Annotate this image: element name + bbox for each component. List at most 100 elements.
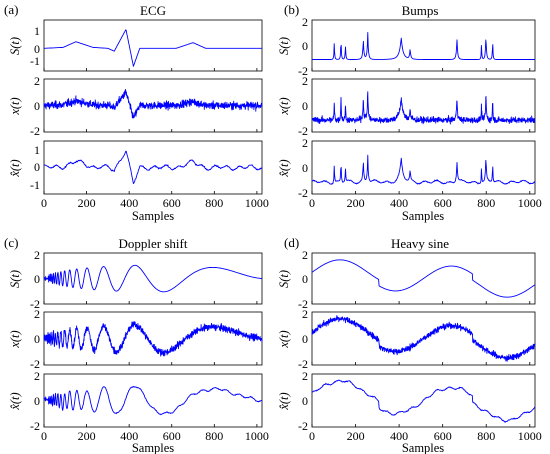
axes-frame — [311, 311, 536, 366]
series-line — [311, 91, 536, 125]
series-line — [43, 88, 263, 119]
y-tick-label: 2 — [302, 369, 308, 383]
x-tick-label: 800 — [205, 429, 223, 443]
y-tick-label: 2 — [34, 307, 40, 321]
x-tick-label: 1000 — [518, 196, 542, 210]
y-axis-label: S(t) — [277, 37, 291, 55]
x-tick-label: 200 — [78, 429, 96, 443]
x-axis: 0 200 400 600 800 1000 Samples — [309, 429, 542, 454]
subplot-denoised: x̂(t) -1 0 1 — [8, 140, 263, 195]
y-tick-label: 1 — [34, 24, 40, 38]
x-tick-label: 600 — [434, 196, 452, 210]
y-axis-label: x̂(t) — [8, 392, 22, 410]
y-tick-label: -1 — [30, 54, 40, 68]
panel-label: (d) — [284, 235, 299, 250]
x-axis-label: Samples — [402, 209, 444, 223]
y-tick-label: 0 — [34, 160, 40, 174]
x-axis: 0 200 400 600 800 1000 Samples — [41, 196, 269, 223]
series-line — [311, 315, 536, 362]
x-tick-label: 200 — [347, 196, 365, 210]
panel-label: (a) — [4, 2, 18, 17]
x-axis-label: Samples — [132, 209, 174, 223]
x-tick-label: 0 — [309, 196, 315, 210]
y-tick-label: -2 — [298, 64, 308, 78]
series-line — [43, 150, 263, 185]
y-tick-label: 0 — [302, 394, 308, 408]
x-tick-label: 800 — [477, 196, 495, 210]
y-tick-label: 2 — [34, 248, 40, 262]
y-tick-label: 2 — [302, 248, 308, 262]
subplot-noisy: x(t) -2 0 2 — [277, 307, 536, 371]
x-axis: 0 200 400 600 800 1000 Samples — [41, 429, 269, 454]
x-tick-label: 0 — [41, 196, 47, 210]
subplot-clean: S(t) -1 0 1 — [8, 19, 263, 72]
series-line — [43, 386, 263, 416]
axes-frame — [43, 252, 263, 305]
y-axis-label: x(t) — [277, 330, 291, 348]
subplot-clean: S(t) -2 0 2 — [277, 15, 536, 78]
y-tick-label: 2 — [34, 74, 40, 88]
x-axis: 0 200 400 600 800 1000 Samples — [309, 196, 542, 223]
y-tick-label: -2 — [30, 124, 40, 138]
y-axis-label: x̂(t) — [277, 159, 291, 177]
x-tick-label: 0 — [41, 429, 47, 443]
panel-title: Doppler shift — [119, 236, 188, 251]
subplot-noisy: x(t) -2 0 2 — [8, 307, 263, 371]
x-axis-label: Samples — [132, 441, 174, 454]
y-tick-label: 0 — [34, 42, 40, 56]
panel-title: Heavy sine — [391, 236, 449, 251]
panel-a: (a) ECG S(t) -1 0 1 x(t) -2 0 2 x̂(t) -1… — [4, 2, 269, 223]
axes-frame — [311, 373, 536, 428]
x-axis-label: Samples — [402, 441, 444, 454]
y-axis-label: x̂(t) — [277, 392, 291, 410]
series-line — [311, 259, 536, 298]
y-axis-label: x(t) — [8, 330, 22, 348]
y-tick-label: 2 — [34, 369, 40, 383]
subplot-denoised: x̂(t) -2 0 2 — [277, 369, 536, 433]
panel-title: Bumps — [402, 3, 439, 18]
panel-c: (c) Doppler shift S(t) -2 0 2 x(t) -2 0 … — [4, 235, 269, 454]
y-tick-label: -2 — [298, 357, 308, 371]
series-line — [311, 154, 536, 185]
series-line — [43, 264, 263, 293]
y-tick-label: -2 — [298, 124, 308, 138]
y-tick-label: -2 — [298, 297, 308, 311]
y-tick-label: -2 — [298, 186, 308, 200]
y-tick-label: 2 — [302, 307, 308, 321]
subplot-denoised: x̂(t) -2 0 2 — [277, 136, 536, 200]
series-line — [311, 32, 536, 60]
subplot-denoised: x̂(t) -2 0 2 — [8, 369, 263, 433]
x-tick-label: 400 — [390, 429, 408, 443]
y-tick-label: 0 — [34, 99, 40, 113]
tick-marks — [43, 68, 531, 427]
x-tick-label: 1000 — [245, 429, 269, 443]
axes-frame — [43, 19, 263, 72]
y-axis-label: x̂(t) — [8, 159, 22, 177]
y-axis-label: S(t) — [277, 270, 291, 288]
series-line — [43, 29, 263, 67]
x-tick-label: 600 — [434, 429, 452, 443]
subplot-clean: S(t) -2 0 2 — [277, 248, 536, 311]
series-line — [43, 321, 263, 357]
axes-frame — [311, 140, 536, 195]
y-tick-label: 2 — [302, 15, 308, 29]
y-tick-label: 0 — [302, 161, 308, 175]
y-tick-label: -2 — [298, 419, 308, 433]
y-tick-label: -2 — [30, 297, 40, 311]
x-tick-label: 0 — [309, 429, 315, 443]
subplot-noisy: x(t) -2 0 2 — [8, 74, 263, 138]
y-axis-label: S(t) — [8, 37, 22, 55]
y-tick-label: 0 — [302, 332, 308, 346]
x-tick-label: 1000 — [518, 429, 542, 443]
y-tick-label: 1 — [34, 143, 40, 157]
y-tick-label: 0 — [302, 39, 308, 53]
axes-frame — [311, 252, 536, 305]
x-tick-label: 800 — [205, 196, 223, 210]
x-tick-label: 1000 — [245, 196, 269, 210]
x-tick-label: 800 — [477, 429, 495, 443]
panel-d: (d) Heavy sine S(t) -2 0 2 x(t) -2 0 2 x… — [277, 235, 542, 454]
y-axis-label: S(t) — [8, 270, 22, 288]
x-tick-label: 400 — [120, 429, 138, 443]
y-tick-label: 0 — [34, 332, 40, 346]
